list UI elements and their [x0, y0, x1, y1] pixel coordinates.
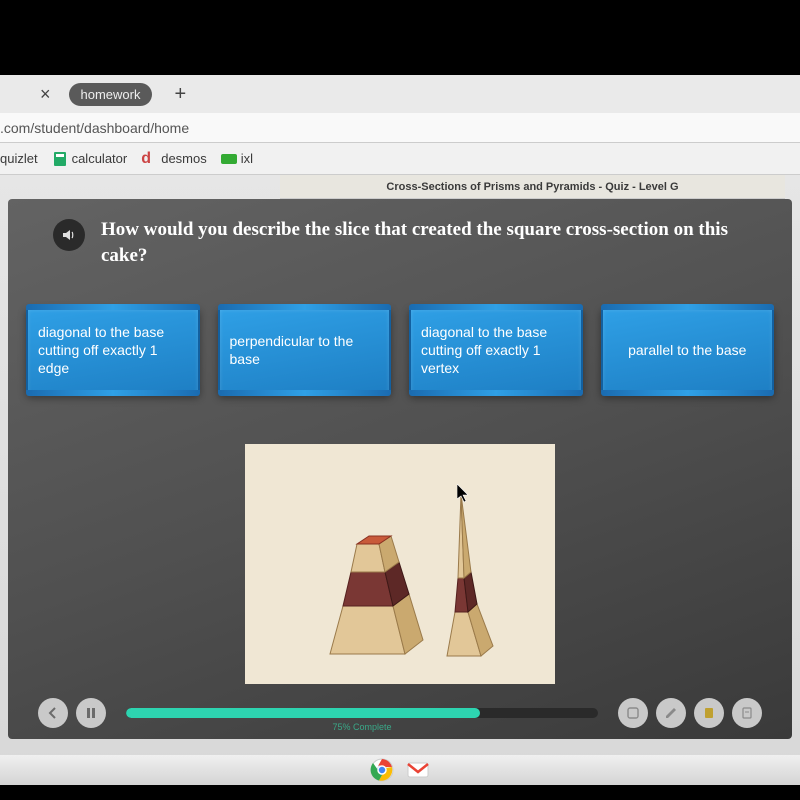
- address-bar[interactable]: .com/student/dashboard/home: [0, 113, 800, 143]
- answer-options: diagonal to the base cutting off exactly…: [8, 278, 792, 394]
- option-label: parallel to the base: [628, 341, 746, 359]
- calculator-icon: [740, 706, 754, 720]
- speaker-icon: [61, 227, 77, 243]
- figure-panel: [245, 444, 555, 684]
- option-1[interactable]: diagonal to the base cutting off exactly…: [26, 306, 200, 394]
- close-tab-icon[interactable]: ×: [40, 84, 51, 105]
- bookmark-label: calculator: [72, 151, 128, 166]
- url-text: .com/student/dashboard/home: [0, 120, 189, 136]
- tool-button-4[interactable]: [732, 698, 762, 728]
- tool-button-3[interactable]: [694, 698, 724, 728]
- calculator-icon: [52, 151, 68, 167]
- option-4[interactable]: parallel to the base: [601, 306, 775, 394]
- pause-button[interactable]: [76, 698, 106, 728]
- arrow-left-icon: [47, 707, 59, 719]
- tab-homework[interactable]: homework: [69, 83, 153, 106]
- bookmarks-bar: quizlet calculator d desmos ixl: [0, 143, 800, 175]
- bookmark-quizlet[interactable]: quizlet: [0, 151, 38, 166]
- cake-illustration: [245, 444, 555, 684]
- question-text: How would you describe the slice that cr…: [101, 217, 772, 268]
- pause-icon: [86, 707, 96, 719]
- bookmark-label: desmos: [161, 151, 207, 166]
- bookmark-ixl[interactable]: ixl: [221, 151, 253, 167]
- audio-button[interactable]: [53, 219, 85, 251]
- tool-button-1[interactable]: [618, 698, 648, 728]
- back-button[interactable]: [38, 698, 68, 728]
- option-label: perpendicular to the base: [230, 332, 380, 368]
- gmail-icon[interactable]: [406, 758, 430, 782]
- chrome-icon[interactable]: [370, 758, 394, 782]
- bookmark-label: quizlet: [0, 151, 38, 166]
- bookmark-calculator[interactable]: calculator: [52, 151, 128, 167]
- pencil-icon: [664, 706, 678, 720]
- option-3[interactable]: diagonal to the base cutting off exactly…: [409, 306, 583, 394]
- highlighter-icon: [702, 706, 716, 720]
- new-tab-button[interactable]: +: [174, 83, 186, 106]
- bookmark-label: ixl: [241, 151, 253, 166]
- quiz-app: How would you describe the slice that cr…: [8, 199, 792, 739]
- quiz-title-bar: Cross-Sections of Prisms and Pyramids - …: [280, 175, 785, 199]
- ixl-icon: [221, 151, 237, 167]
- note-icon: [626, 706, 640, 720]
- player-controls: 75% Complete: [8, 695, 792, 731]
- option-label: diagonal to the base cutting off exactly…: [38, 323, 188, 378]
- progress-fill: [126, 708, 480, 718]
- progress-bar[interactable]: [126, 708, 598, 718]
- right-cake-piece: [447, 494, 493, 656]
- tool-button-2[interactable]: [656, 698, 686, 728]
- option-label: diagonal to the base cutting off exactly…: [421, 323, 571, 378]
- browser-tab-bar: × homework +: [0, 75, 800, 113]
- bookmark-desmos[interactable]: d desmos: [141, 151, 207, 167]
- desmos-icon: d: [141, 151, 157, 167]
- progress-label: 75% Complete: [114, 722, 610, 732]
- left-cake-piece: [330, 536, 423, 654]
- option-2[interactable]: perpendicular to the base: [218, 306, 392, 394]
- os-taskbar: [0, 755, 800, 785]
